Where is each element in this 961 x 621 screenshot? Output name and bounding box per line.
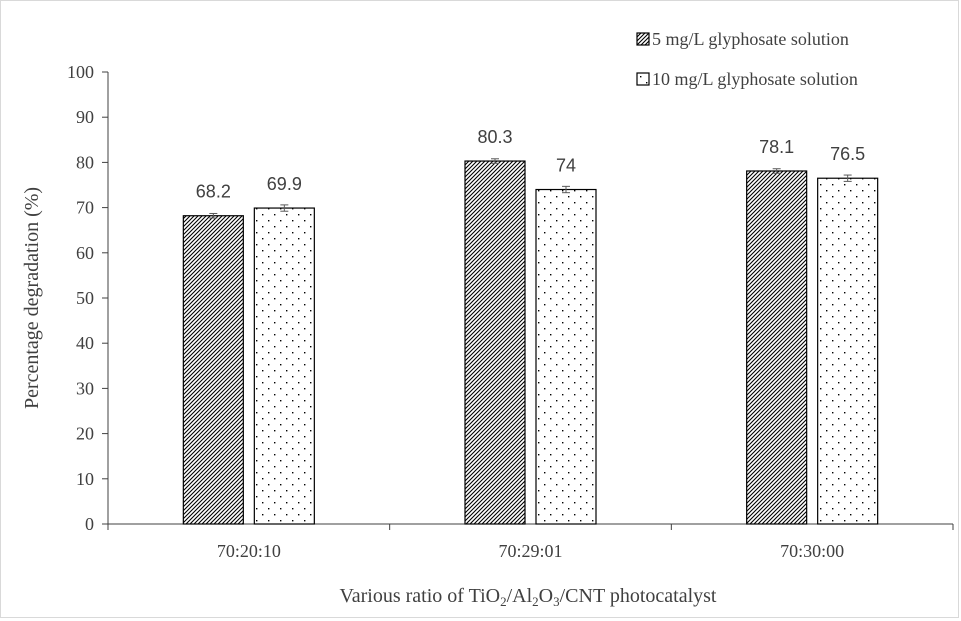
bar	[253, 207, 315, 525]
data-label: 78.1	[759, 137, 794, 157]
y-tick-label: 40	[76, 333, 94, 353]
y-axis: 0 10 20 30 40 50 60 70 80 90 100	[67, 62, 109, 534]
y-tick-label: 0	[85, 514, 94, 534]
legend-label: 5 mg/L glyphosate solution	[652, 29, 849, 49]
error-bar	[843, 174, 852, 182]
y-tick-label: 100	[67, 62, 94, 82]
data-label: 80.3	[477, 127, 512, 147]
x-axis: 70:20:10 70:29:01 70:30:00	[107, 523, 954, 561]
bar	[535, 188, 597, 525]
x-axis-title: Various ratio of TiO2/Al2O3/CNT photocat…	[340, 585, 717, 609]
x-tick-label: 70:30:00	[780, 541, 844, 561]
bar	[746, 170, 808, 525]
y-tick-label: 80	[76, 152, 94, 172]
legend-item: 10 mg/L glyphosate solution	[636, 69, 858, 89]
y-tick-label: 60	[76, 243, 94, 263]
y-tick-label: 10	[76, 469, 94, 489]
legend-swatch	[636, 72, 650, 86]
bars	[182, 158, 879, 525]
error-bar	[209, 212, 218, 219]
data-label: 74	[556, 156, 576, 176]
legend-swatch	[636, 32, 650, 46]
data-label: 69.9	[267, 174, 302, 194]
y-tick-label: 70	[76, 198, 94, 218]
x-tick-label: 70:20:10	[217, 541, 281, 561]
bar	[182, 215, 244, 525]
error-bar	[562, 185, 570, 194]
x-tick-label: 70:29:01	[498, 541, 562, 561]
error-bar	[772, 168, 781, 174]
y-tick-label: 20	[76, 424, 94, 444]
legend: 5 mg/L glyphosate solution 10 mg/L glypho…	[636, 29, 858, 89]
error-bar	[280, 204, 289, 212]
data-label: 68.2	[196, 182, 231, 202]
legend-item: 5 mg/L glyphosate solution	[636, 29, 849, 49]
bar	[817, 177, 879, 525]
error-bar	[491, 158, 499, 164]
bar	[464, 160, 526, 525]
data-label: 76.5	[830, 144, 865, 164]
legend-label: 10 mg/L glyphosate solution	[652, 69, 858, 89]
y-tick-label: 90	[76, 107, 94, 127]
y-tick-label: 50	[76, 288, 94, 308]
data-labels: 68.2 69.9 80.3 74 78.1 76.5	[196, 127, 865, 202]
y-axis-title: Percentage degradation (%)	[21, 187, 43, 409]
y-tick-label: 30	[76, 378, 94, 398]
